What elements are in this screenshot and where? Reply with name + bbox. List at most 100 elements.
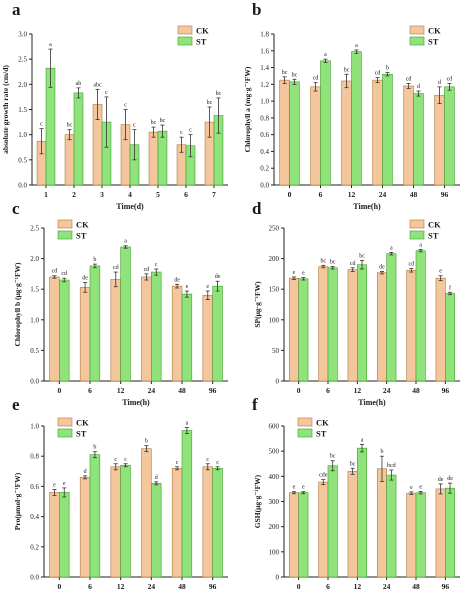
bar-st bbox=[157, 130, 168, 186]
legend-swatch bbox=[177, 36, 193, 46]
bar-ck bbox=[49, 276, 60, 382]
bar-ck bbox=[347, 470, 358, 578]
bar-st bbox=[357, 447, 368, 578]
x-tick-label: 24 bbox=[148, 386, 156, 395]
y-tick-label: 1.0 bbox=[30, 316, 39, 324]
y-tick-label: 0.2 bbox=[30, 543, 39, 551]
y-tick-label: 50 bbox=[272, 347, 280, 355]
significance-letter: e bbox=[206, 284, 209, 290]
significance-letter: cd bbox=[406, 76, 412, 82]
significance-letter: b bbox=[386, 66, 389, 72]
y-tick-label: 1.0 bbox=[30, 423, 39, 431]
bar-st bbox=[181, 430, 193, 578]
x-tick-label: 24 bbox=[383, 386, 391, 395]
bar-ck bbox=[341, 80, 352, 186]
y-tick-label: 0.0 bbox=[260, 182, 269, 190]
significance-letter: bc bbox=[292, 72, 298, 78]
significance-letter: a bbox=[355, 43, 358, 49]
significance-letter: e bbox=[419, 484, 422, 490]
panel-a: a 0.0 0.5 1.0 1.5 2.0 2.5 3.0 absolute growth ra… bbox=[1, 0, 228, 211]
x-tick-label: 24 bbox=[379, 190, 387, 199]
bar-st bbox=[89, 265, 101, 382]
significance-letter: de bbox=[379, 264, 385, 270]
significance-letter: de bbox=[215, 274, 221, 280]
significance-letter: c bbox=[124, 103, 127, 109]
legend-swatch bbox=[57, 428, 73, 438]
significance-letter: de bbox=[82, 275, 88, 281]
y-tick-label: 0.6 bbox=[260, 131, 269, 139]
significance-letter: e bbox=[302, 271, 305, 277]
significance-letter: a bbox=[49, 42, 52, 48]
y-tick-label: 0.5 bbox=[18, 156, 27, 164]
legend-swatch bbox=[57, 230, 73, 240]
significance-letter: de bbox=[438, 477, 444, 483]
legend-swatch bbox=[297, 428, 313, 438]
legend-swatch bbox=[297, 417, 313, 427]
x-tick-label: 6 bbox=[88, 386, 92, 395]
significance-letter: e bbox=[53, 482, 56, 488]
x-tick-label: 0 bbox=[297, 582, 301, 591]
bar-st bbox=[445, 293, 456, 382]
bar-ck bbox=[202, 295, 213, 382]
x-axis-label: Time(h) bbox=[122, 398, 150, 407]
significance-letter: d bbox=[84, 469, 87, 475]
significance-letter: a bbox=[361, 437, 364, 443]
bar-st bbox=[212, 285, 223, 382]
bar-ck bbox=[148, 131, 159, 186]
legend-label: ST bbox=[428, 231, 439, 241]
y-tick-label: 0.0 bbox=[30, 574, 39, 582]
x-tick-label: 96 bbox=[209, 386, 217, 395]
x-tick-label: 96 bbox=[209, 582, 217, 591]
significance-letter: bc bbox=[216, 91, 222, 97]
y-tick-label: 200 bbox=[269, 523, 280, 531]
significance-letter: a bbox=[124, 239, 127, 245]
significance-letter: e bbox=[293, 485, 296, 491]
bar-ck bbox=[171, 467, 183, 578]
x-tick-label: 0 bbox=[57, 582, 61, 591]
legend-swatch bbox=[177, 25, 193, 35]
legend-label: CK bbox=[316, 418, 329, 428]
x-tick-label: 48 bbox=[410, 190, 418, 199]
bar-ck bbox=[279, 79, 290, 186]
legend-swatch bbox=[57, 417, 73, 427]
y-tick-label: 1.4 bbox=[260, 64, 269, 72]
y-axis-label: Chlorophyll b (μg·g⁻¹FW) bbox=[13, 262, 22, 347]
bar-st bbox=[415, 250, 426, 382]
y-tick-label: 0.0 bbox=[18, 182, 27, 190]
significance-letter: cd bbox=[52, 269, 58, 275]
significance-letter: b bbox=[145, 439, 148, 445]
bar-st bbox=[413, 93, 424, 186]
x-tick-label: 5 bbox=[156, 190, 160, 199]
bar-ck bbox=[49, 492, 60, 578]
bar-st bbox=[320, 60, 331, 186]
bar-st bbox=[386, 474, 397, 578]
y-tick-label: 2.0 bbox=[30, 255, 39, 263]
bar-ck bbox=[288, 277, 299, 382]
significance-letter: bc bbox=[160, 118, 166, 124]
y-tick-label: 0.6 bbox=[30, 483, 39, 491]
y-tick-label: 0.2 bbox=[260, 165, 269, 173]
y-tick-label: 1.5 bbox=[30, 286, 39, 294]
bar-ck bbox=[110, 466, 121, 578]
significance-letter: a bbox=[324, 52, 327, 58]
bar-ck bbox=[372, 79, 383, 186]
bar-st bbox=[415, 492, 426, 578]
significance-letter: bc bbox=[207, 100, 213, 106]
x-tick-label: 7 bbox=[212, 190, 216, 199]
significance-letter: cde bbox=[319, 473, 328, 479]
bar-st bbox=[327, 267, 338, 382]
significance-letter: e bbox=[293, 270, 296, 276]
bar-ck bbox=[435, 488, 446, 578]
y-axis-label: absolute growth rate (cm/d) bbox=[1, 65, 10, 154]
x-tick-label: 12 bbox=[354, 582, 362, 591]
panel-label: a bbox=[12, 0, 21, 19]
y-tick-label: 100 bbox=[269, 316, 280, 324]
bar-st bbox=[382, 73, 393, 186]
x-tick-label: 6 bbox=[88, 582, 92, 591]
x-tick-label: 6 bbox=[184, 190, 188, 199]
x-tick-label: 96 bbox=[441, 190, 449, 199]
significance-letter: bc bbox=[151, 120, 157, 126]
panel-label: e bbox=[12, 395, 20, 414]
